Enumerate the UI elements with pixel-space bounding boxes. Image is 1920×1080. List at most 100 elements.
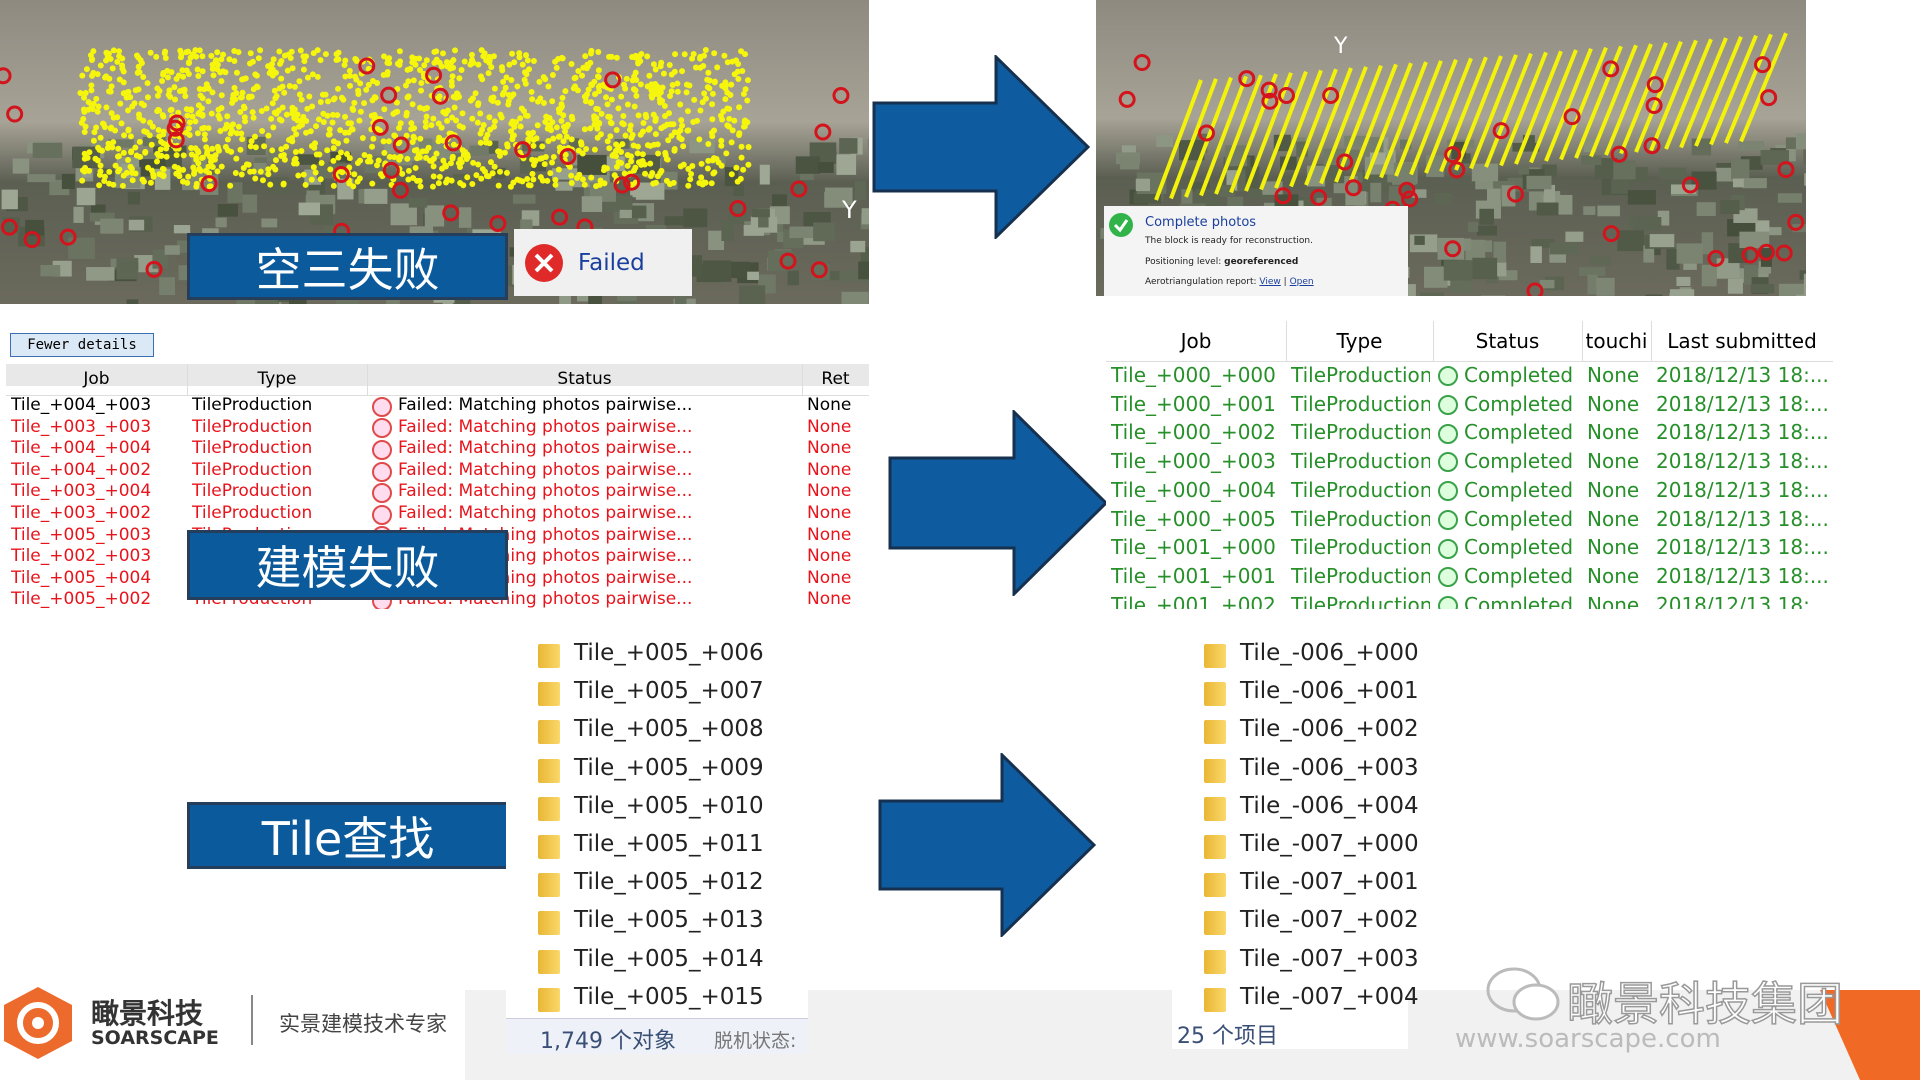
level-label: Positioning level: <box>1145 257 1222 267</box>
cell: Completed <box>1464 420 1574 445</box>
cell: None <box>807 459 852 480</box>
column-header: Status <box>367 364 803 396</box>
cell: None <box>1587 563 1640 588</box>
cell: Tile_+000_+003 <box>1111 449 1276 474</box>
folder-icon <box>538 835 560 859</box>
folder-name: Tile_+005_+012 <box>574 869 764 896</box>
cell: Completed <box>1464 592 1574 609</box>
folder-name: Tile_-007_+001 <box>1240 869 1419 896</box>
cell: None <box>807 503 852 523</box>
cell: Tile_+000_+001 <box>1111 391 1276 416</box>
cell: Tile_+004_+002 <box>11 459 152 480</box>
cell: Completed <box>1464 506 1574 531</box>
cell: Tile_+000_+005 <box>1111 506 1276 531</box>
folder-name: Tile_-007_+000 <box>1240 831 1419 857</box>
row-highlight <box>6 364 869 386</box>
arrow <box>888 410 1108 596</box>
cell: 2018/12/13 18:... <box>1656 363 1829 387</box>
folder-icon <box>538 987 560 1012</box>
website: www.soarscape.com <box>1455 1024 1721 1054</box>
column-header: Job <box>6 364 188 396</box>
column-header: Job <box>1106 321 1287 362</box>
folder-icon <box>1204 682 1226 707</box>
folder-list: Tile_+005_+006 Tile_+005_+007 Tile_+005_+0… <box>506 628 808 1054</box>
column-header: Last submitted <box>1651 321 1833 362</box>
offline-state: 脱机状态: <box>714 1030 797 1052</box>
folder-name: Tile_+005_+008 <box>574 716 764 743</box>
error-icon <box>525 243 563 282</box>
status-icon <box>372 461 392 482</box>
folder-icon <box>1204 949 1226 974</box>
cell: Tile_+005_+004 <box>11 567 152 588</box>
cell: None <box>1587 477 1640 502</box>
complete-scene <box>1096 0 1806 296</box>
folder-icon <box>538 682 560 707</box>
cell: 2018/12/13 18:... <box>1656 506 1829 531</box>
folder-name: Tile_+005_+009 <box>574 754 764 781</box>
status-icon <box>1438 366 1458 387</box>
cell: None <box>807 546 852 567</box>
cell: None <box>1587 363 1640 387</box>
column-header: Ret <box>802 364 869 396</box>
folder-name: Tile_-007_+004 <box>1240 983 1419 1010</box>
divider <box>251 995 253 1045</box>
wechat-icon <box>1486 967 1560 1021</box>
folder-icon <box>1204 644 1226 668</box>
caption: 空三失败 <box>187 233 508 300</box>
folder-name: Tile_+005_+014 <box>574 945 764 972</box>
cell: None <box>1587 592 1640 609</box>
folder-list: Tile_-006_+000 Tile_-006_+001 Tile_-006_+0… <box>1172 628 1419 1049</box>
popup: Complete photos The block is ready for r… <box>1104 206 1408 296</box>
cell: Completed <box>1464 449 1574 474</box>
cell: Tile_+004_+004 <box>11 438 152 459</box>
cell: TileProduction <box>1291 563 1430 588</box>
caption: 建模失败 <box>187 530 508 600</box>
cell: None <box>807 481 852 502</box>
completed-table: Job Type Status touchi Last submitted Tile_+0… <box>1106 321 1833 609</box>
item-count: 25 个项目 <box>1177 1024 1278 1049</box>
cell: TileProduction <box>1291 592 1430 609</box>
cell: None <box>807 416 852 437</box>
cell: None <box>1587 449 1640 474</box>
cell: TileProduction <box>192 481 313 502</box>
cell: None <box>807 589 852 609</box>
level: Positioning level: georeferenced <box>1145 257 1298 267</box>
cell: Failed: Matching photos pairwise... <box>398 416 693 437</box>
link[interactable]: View <box>1259 277 1281 287</box>
cell: None <box>1587 535 1640 560</box>
cell: None <box>807 567 852 588</box>
folder-name: Tile_-006_+004 <box>1240 792 1419 819</box>
status-icon <box>1438 423 1458 444</box>
cell: 2018/12/13 18:... <box>1656 391 1829 416</box>
folder-name: Tile_-006_+002 <box>1240 716 1419 743</box>
cell: Tile_+003_+003 <box>11 416 152 437</box>
cell: TileProduction <box>192 438 313 459</box>
cell: TileProduction <box>1291 391 1430 416</box>
brand-group: 瞰景科技集团 <box>1566 976 1844 1032</box>
cell: 2018/12/13 18:... <box>1656 477 1829 502</box>
failed-table: Job Type Status Ret Tile_+004_+003 TileProduc… <box>6 364 869 609</box>
folder-icon <box>1204 758 1226 783</box>
axis-label: Y <box>1334 34 1348 59</box>
cell: TileProduction <box>1291 449 1430 474</box>
separator: | <box>1283 277 1287 287</box>
cell: Completed <box>1464 535 1574 560</box>
status-icon <box>372 483 392 504</box>
logo-mark <box>4 987 72 1059</box>
cell: Tile_+002_+003 <box>11 546 152 567</box>
cell: Completed <box>1464 391 1574 416</box>
cell: None <box>807 438 852 459</box>
folder-icon <box>1204 873 1226 898</box>
axis-label: Y <box>842 196 857 224</box>
cell: Tile_+005_+002 <box>11 589 152 609</box>
folder-icon <box>1204 720 1226 745</box>
button[interactable]: Fewer details <box>10 333 154 357</box>
folder-name: Tile_+005_+015 <box>574 983 764 1010</box>
cell: Failed: Matching photos pairwise... <box>398 459 693 480</box>
failed-badge: Failed <box>514 229 692 296</box>
folder-name: Tile_+005_+010 <box>574 792 764 819</box>
status-icon <box>372 418 392 439</box>
link[interactable]: Open <box>1289 277 1314 287</box>
status-icon <box>1438 509 1458 530</box>
scene-art <box>1100 32 1806 296</box>
